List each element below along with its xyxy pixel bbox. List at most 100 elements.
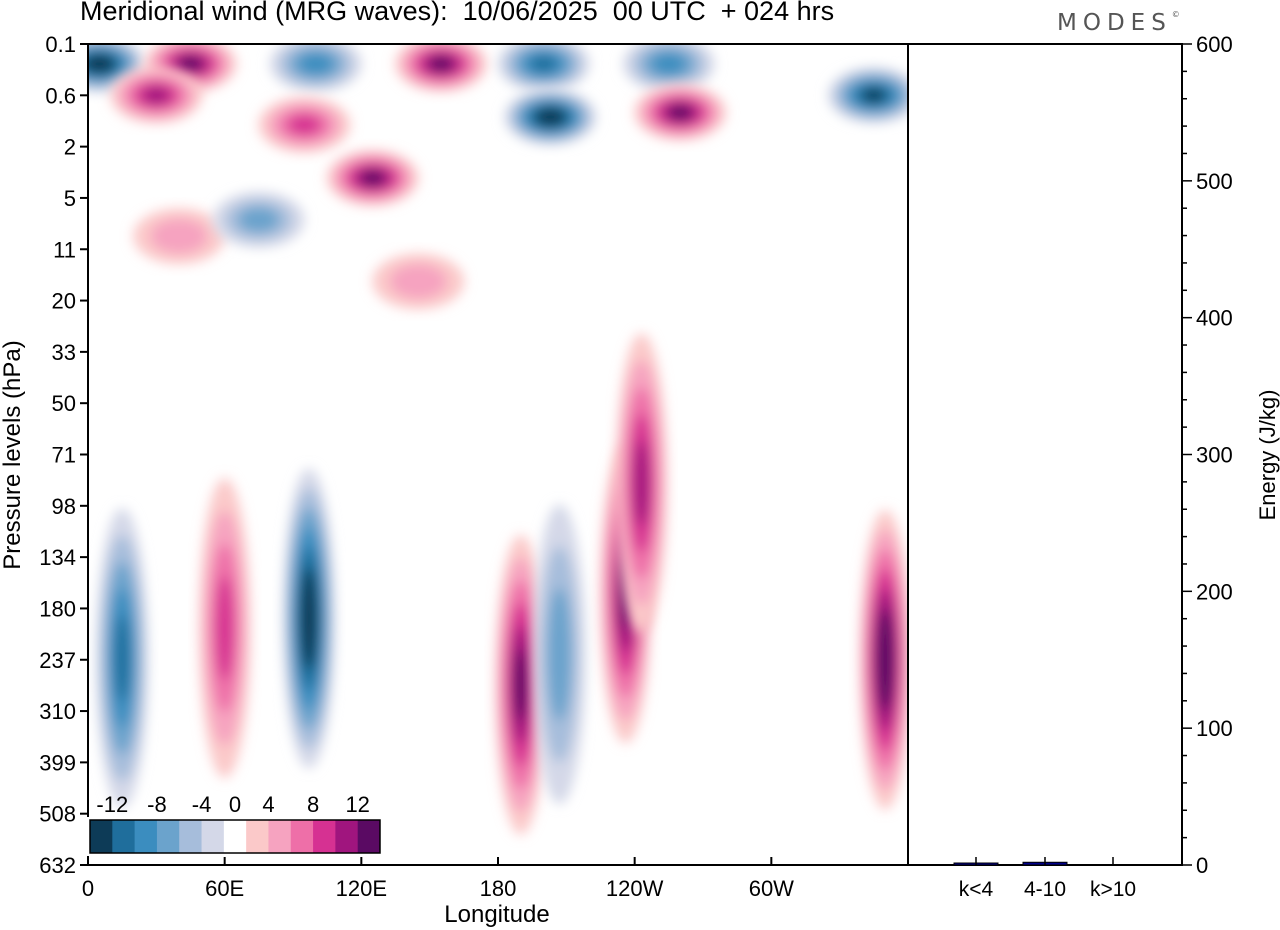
energy-tick-label: 500 (1196, 169, 1233, 194)
x-tick-label: 120W (606, 876, 664, 901)
contour-feature (504, 89, 597, 146)
y-tick-label: 33 (52, 340, 76, 365)
colorbar-swatch (313, 820, 336, 853)
contour-level (150, 219, 208, 254)
contour-level (530, 55, 557, 72)
energy-tick-label: 0 (1196, 853, 1208, 878)
chart-title: Meridional wind (MRG waves): 10/06/2025 … (80, 0, 835, 26)
y-tick-label: 310 (39, 699, 76, 724)
contour-level (540, 111, 561, 123)
y-tick-label: 20 (52, 289, 76, 314)
colorbar-swatch (246, 820, 269, 853)
y-tick-label: 5 (64, 186, 76, 211)
energy-tick-label: 300 (1196, 443, 1233, 468)
y-tick-label: 508 (39, 802, 76, 827)
contour-level (862, 88, 885, 103)
contour-level (215, 575, 234, 681)
x-axis-label: Longitude (444, 901, 549, 928)
colorbar-swatch (335, 820, 359, 853)
contour-feature (198, 478, 251, 779)
colorbar-swatch (90, 820, 113, 853)
contour-level (669, 105, 692, 120)
contour-level (114, 615, 130, 702)
contour-feature (622, 44, 715, 92)
contour-feature (110, 67, 203, 124)
colorbar-swatch (134, 820, 158, 853)
energy-tick-label: 600 (1196, 32, 1233, 57)
y-tick-label: 11 (53, 237, 76, 262)
y-tick-label: 180 (39, 596, 76, 621)
contour-level (303, 586, 315, 651)
contour-feature (494, 534, 547, 835)
y-tick-label: 71 (52, 443, 76, 468)
colorbar-label: 12 (345, 792, 369, 817)
colorbar-label: 0 (229, 792, 241, 817)
y-tick-label: 0.6 (45, 83, 76, 108)
contour-feature (859, 509, 908, 810)
colorbar-swatch (179, 820, 203, 853)
contour-level (652, 54, 685, 74)
colorbar-label: -12 (96, 792, 128, 817)
contour-level (547, 587, 572, 721)
colorbar-swatch (290, 820, 314, 853)
y-tick-label: 399 (39, 750, 76, 775)
contour-feature (827, 67, 908, 124)
contour-level (288, 115, 321, 135)
heatmap-ticks: 0 60E 120E 180 120W 60W 0.1 0.6 2 5 11 20 33 50 71 98 13… (39, 32, 794, 901)
colorbar-label: 4 (262, 792, 274, 817)
contour-level (238, 207, 280, 233)
contour-level (390, 264, 447, 299)
y-axis-label: Pressure levels (hPa) (0, 340, 26, 569)
contour-feature (282, 468, 335, 769)
energy-category-label: k>10 (1090, 878, 1136, 901)
contour-level (299, 54, 332, 74)
contour-level (634, 440, 649, 527)
contour-feature (372, 253, 465, 310)
energy-tick-label: 200 (1196, 579, 1233, 604)
colorbar-swatch (112, 820, 136, 853)
energy-tick-label: 400 (1196, 306, 1233, 331)
y-tick-label: 237 (39, 648, 76, 673)
y-tick-label: 2 (64, 135, 76, 160)
contour-feature (634, 84, 727, 141)
contour-level (879, 628, 891, 692)
contour-level (143, 87, 170, 104)
contour-level (89, 58, 110, 70)
modes-logo: MODES© (1057, 10, 1180, 36)
contour-level (361, 171, 384, 185)
contour-feature (326, 150, 419, 206)
x-tick-label: 60W (749, 876, 794, 901)
contour-feature (96, 508, 149, 809)
energy-ticks: 0 100 200 300 400 500 600 k<4 4-10 k>10 (959, 32, 1233, 901)
x-tick-label: 180 (480, 876, 517, 901)
contour-feature (212, 191, 305, 248)
x-tick-label: 0 (82, 876, 94, 901)
y-tick-label: 632 (39, 853, 76, 878)
contour-feature (533, 504, 586, 805)
x-tick-label: 60E (205, 876, 244, 901)
colorbar: -12 -8 -4 0 4 8 12 (87, 792, 383, 856)
y-tick-label: 0.1 (45, 32, 76, 57)
energy-tick-label: 100 (1196, 716, 1233, 741)
contour-level (429, 57, 453, 71)
colorbar-swatch (357, 820, 381, 853)
contour-feature (395, 44, 488, 92)
energy-frame (907, 43, 1183, 866)
contour-level (514, 648, 528, 722)
colorbar-swatch (268, 820, 292, 853)
y-tick-label: 50 (52, 391, 76, 416)
contour-fields (88, 44, 908, 835)
colorbar-swatch (156, 820, 180, 853)
contour-feature (497, 44, 590, 92)
energy-panel: 0 100 200 300 400 500 600 k<4 4-10 k>10 Energy (J… (907, 32, 1280, 901)
energy-category-label: 4-10 (1024, 878, 1066, 901)
contour-feature (133, 208, 226, 265)
heatmap-panel: 0 60E 120E 180 120W 60W 0.1 0.6 2 5 11 20 33 50 71 98 13… (0, 32, 909, 928)
y-tick-label: 98 (52, 494, 76, 519)
contour-level (179, 57, 202, 71)
contour-feature (258, 96, 351, 153)
colorbar-swatch (201, 820, 225, 853)
energy-category-label: k<4 (959, 878, 994, 901)
contour-feature (615, 333, 668, 634)
